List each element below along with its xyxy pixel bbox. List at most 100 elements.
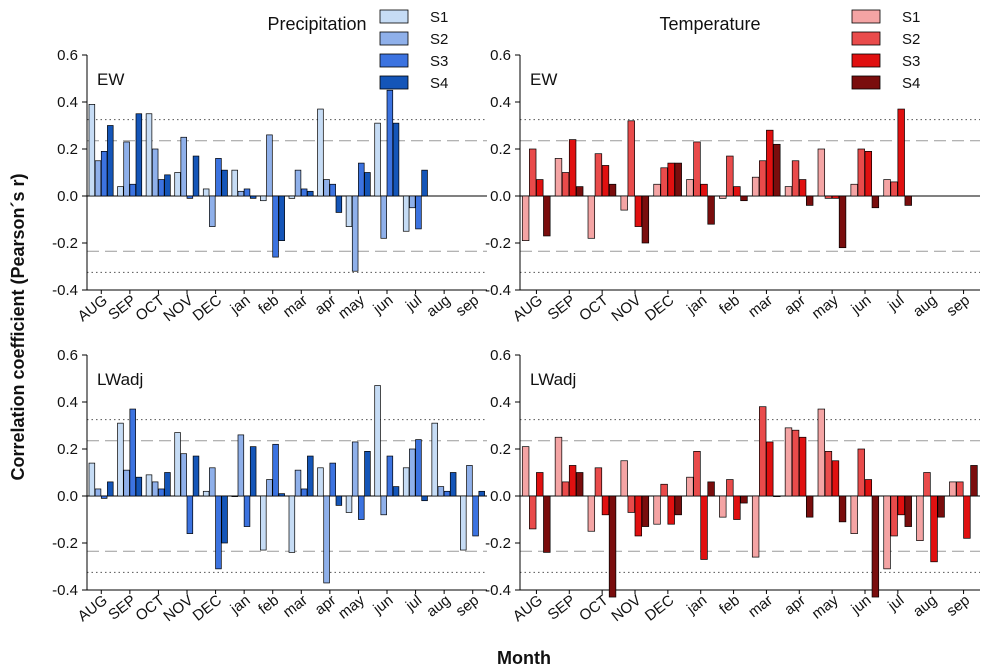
bar-s2-aug	[94, 160, 102, 197]
bar-s2-sep	[123, 469, 130, 497]
bar-s2-nov	[627, 495, 635, 513]
bar-s2-feb	[726, 155, 734, 197]
bar-s3-sep	[963, 495, 971, 539]
bar-s1-may	[345, 195, 353, 227]
bar-s1-jul	[883, 179, 891, 197]
bar-s4-sep	[478, 490, 485, 497]
bar-s4-nov	[192, 155, 200, 197]
bar-s1-jun	[374, 385, 381, 497]
bar-s1-nov	[620, 195, 628, 211]
bar-s2-jul	[890, 495, 898, 537]
bar-s2-dec	[660, 483, 668, 497]
legend-label-s4: S4	[902, 75, 920, 92]
bar-s3-may	[831, 195, 840, 199]
bar-s4-jan	[249, 446, 257, 497]
y-tick-label: -0.2	[485, 535, 511, 552]
y-tick-label: -0.4	[52, 282, 78, 299]
bar-s4-aug	[543, 495, 551, 553]
bar-s1-nov	[620, 460, 628, 497]
bar-s3-aug	[930, 495, 938, 563]
y-tick-label: 0.6	[490, 347, 511, 364]
bar-s1-feb	[719, 495, 727, 518]
bar-s4-apr	[335, 195, 343, 213]
bar-s4-jul	[904, 195, 912, 206]
bar-s4-aug	[543, 195, 551, 237]
bar-s1-aug	[88, 462, 96, 497]
bar-s2-apr	[791, 160, 800, 197]
bar-s1-sep	[117, 422, 124, 497]
x-tick-label: NOV	[608, 292, 644, 325]
x-tick-label: jun	[847, 292, 874, 318]
bar-s3-dec	[215, 158, 222, 197]
x-tick-label: feb	[716, 292, 743, 318]
bar-s4-jul	[904, 495, 912, 527]
y-tick-label: 0.6	[57, 347, 78, 364]
bar-s3-jan	[243, 495, 251, 527]
x-tick-label: feb	[255, 592, 282, 618]
bar-s4-feb	[278, 493, 285, 497]
x-tick-label: may	[335, 591, 368, 622]
x-tick-label: DEC	[190, 292, 226, 325]
x-tick-label: jan	[683, 592, 710, 618]
y-tick-label: 0.2	[490, 441, 511, 458]
bar-s4-aug	[107, 125, 114, 197]
x-tick-label: apr	[312, 592, 340, 619]
bar-s3-sep	[472, 495, 479, 537]
bar-s4-oct	[608, 183, 617, 197]
y-tick-label: 0.4	[490, 394, 511, 411]
bar-s1-sep	[554, 436, 563, 497]
bar-s4-jun	[871, 195, 880, 209]
x-tick-label: mar	[280, 592, 311, 621]
bar-s2-sep	[466, 465, 473, 497]
bar-s3-dec	[667, 162, 675, 197]
bar-s3-nov	[186, 195, 194, 199]
x-tick-label: AUG	[75, 592, 111, 625]
x-tick-label: AUG	[510, 292, 546, 325]
bar-s1-apr	[317, 467, 324, 497]
bar-s3-jan	[700, 183, 708, 197]
panel-label: LWadj	[97, 370, 143, 389]
bar-s1-dec	[653, 183, 661, 197]
bar-s2-feb	[266, 134, 273, 197]
bar-s3-jan	[700, 495, 708, 560]
bar-s2-feb	[726, 479, 734, 497]
y-tick-label: 0.4	[490, 94, 511, 111]
bar-s3-jul	[897, 108, 905, 197]
bar-s3-nov	[634, 495, 643, 537]
bar-s2-apr	[323, 179, 330, 197]
x-tick-label: may	[809, 291, 842, 322]
x-tick-label: apr	[781, 592, 809, 619]
bar-s1-aug	[431, 422, 438, 497]
x-tick-label: jul	[884, 592, 907, 615]
bar-s4-jun	[392, 486, 400, 497]
legend-swatch-s4	[851, 75, 881, 90]
bar-s2-sep	[123, 141, 130, 197]
legend-swatch-s2	[851, 31, 881, 46]
bar-s1-jan	[686, 476, 694, 497]
bar-s2-aug	[529, 148, 537, 197]
bar-s3-feb	[733, 495, 741, 520]
bar-s1-feb	[260, 495, 267, 551]
y-tick-label: -0.4	[485, 582, 511, 599]
x-tick-label: jul	[884, 292, 907, 315]
bar-s3-aug	[536, 472, 544, 497]
bar-s1-oct	[145, 113, 153, 197]
panel-label: EW	[530, 70, 557, 89]
bar-s2-sep	[561, 481, 570, 497]
x-tick-label: may	[335, 291, 368, 322]
bar-s4-mar	[773, 143, 781, 197]
panel-label: EW	[97, 70, 124, 89]
x-tick-label: aug	[423, 592, 453, 621]
bar-s4-jun	[392, 122, 400, 197]
bar-s3-nov	[634, 195, 643, 227]
bar-s1-jul	[402, 467, 410, 497]
legend-label-s1: S1	[902, 9, 920, 26]
bar-s2-jan	[693, 141, 701, 197]
bar-s4-nov	[641, 495, 650, 527]
legend-label-s3: S3	[430, 53, 448, 70]
bar-s1-nov	[174, 432, 181, 497]
bar-s2-jun	[857, 148, 865, 197]
y-tick-label: 0.4	[57, 394, 78, 411]
